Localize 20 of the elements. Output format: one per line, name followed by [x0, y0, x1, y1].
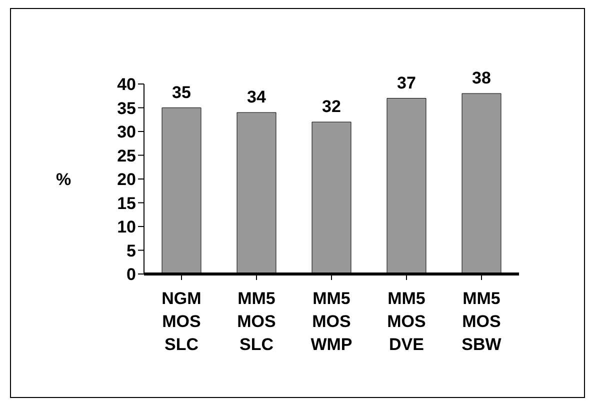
y-tick-label: 30 — [117, 122, 136, 142]
x-tick-label: MM5 MOS WMP — [310, 289, 352, 354]
y-tick-label: 20 — [117, 170, 136, 190]
x-tick-label: MM5 MOS SLC — [237, 289, 276, 354]
y-tick-label: 0 — [126, 265, 136, 284]
x-tick-label: MM5 MOS DVE — [387, 289, 426, 354]
data-label: 35 — [172, 82, 191, 102]
x-tick-label: MM5 MOS SBW — [462, 289, 502, 354]
y-tick-label: 25 — [117, 146, 136, 166]
y-tick-label: 40 — [117, 75, 136, 94]
data-label: 32 — [322, 97, 341, 116]
data-label: 34 — [247, 88, 266, 106]
y-tick-label: 10 — [117, 218, 136, 237]
y-tick-label: 5 — [126, 241, 136, 260]
data-label: 37 — [397, 73, 416, 92]
x-tick-label: NGM MOS SLC — [162, 289, 202, 354]
y-tick-label: 15 — [117, 194, 136, 213]
data-label: 38 — [472, 68, 491, 88]
y-tick-label: 35 — [117, 98, 136, 118]
y-axis-title: % — [56, 170, 72, 190]
